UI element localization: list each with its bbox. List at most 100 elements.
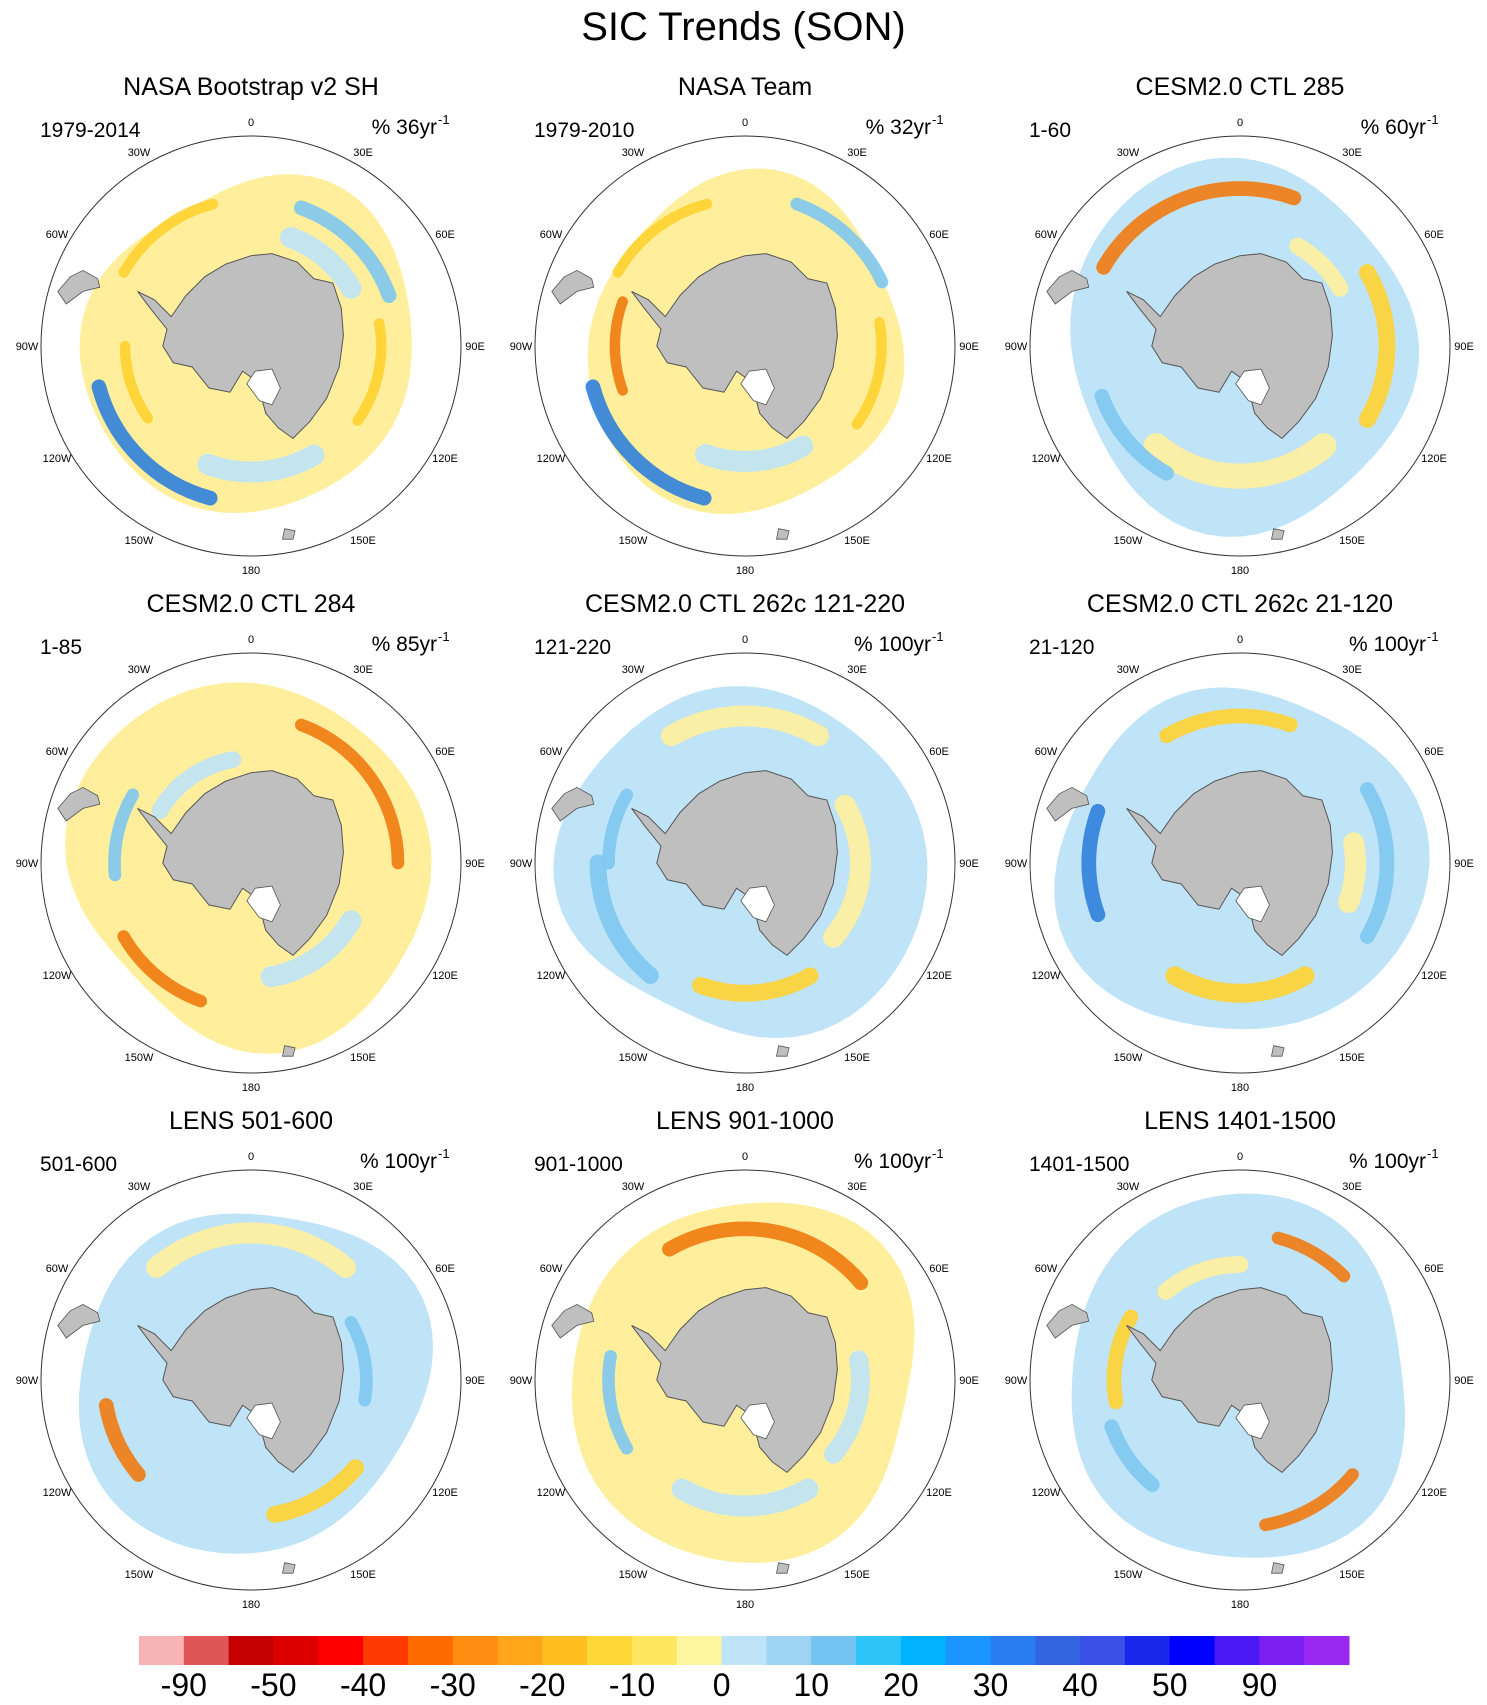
map-panel: 0 30E 60E 90E 120E 150E 180 150W 120W 90W 60W 30W CE…	[1005, 73, 1474, 577]
trend-band	[146, 1222, 356, 1278]
longitude-label: 180	[736, 565, 754, 577]
longitude-label: 90W	[510, 858, 533, 870]
panel-period: 1979-2010	[534, 119, 634, 142]
longitude-label: 30E	[847, 664, 867, 676]
longitude-label: 60E	[435, 1263, 455, 1275]
longitude-label: 180	[1231, 1082, 1249, 1094]
panel-title: NASA Team	[678, 73, 812, 101]
longitude-label: 120W	[537, 970, 566, 982]
colorbar-swatch	[1259, 1636, 1305, 1665]
panel-units: % 36yr	[372, 116, 437, 139]
trend-band	[91, 379, 218, 506]
panel-units-exponent: -1	[1427, 1146, 1439, 1161]
longitude-label: 60E	[1424, 746, 1444, 758]
trend-band	[280, 227, 362, 299]
colorbar-label: 20	[883, 1667, 919, 1703]
trend-band	[98, 1398, 146, 1482]
longitude-label: 150W	[619, 535, 648, 547]
colorbar-swatch	[587, 1636, 633, 1665]
trend-band	[1106, 1309, 1139, 1410]
south-america-land	[551, 786, 595, 822]
longitude-label: 180	[242, 565, 260, 577]
longitude-label: 120W	[43, 453, 72, 465]
longitude-label: 60E	[929, 746, 949, 758]
new-zealand-land	[1271, 1562, 1285, 1574]
panel-title: CESM2.0 CTL 284	[147, 590, 356, 618]
longitude-label: 90E	[1454, 1375, 1474, 1387]
south-america-land	[551, 1303, 595, 1339]
panel-title: CESM2.0 CTL 285	[1136, 73, 1345, 101]
trend-band	[609, 296, 628, 396]
longitude-label: 90W	[16, 1375, 39, 1387]
trend-band	[119, 340, 154, 424]
longitude-label: 0	[248, 634, 254, 646]
south-america-land	[57, 1303, 101, 1339]
antarctica-land	[631, 1287, 838, 1474]
longitude-label: 120E	[432, 453, 458, 465]
trend-band	[1359, 782, 1395, 944]
colorbar-label: 10	[793, 1667, 829, 1703]
longitude-label: 120W	[43, 1487, 72, 1499]
longitude-label: 0	[742, 634, 748, 646]
colorbar-swatch	[676, 1636, 723, 1665]
trend-band	[1094, 388, 1174, 481]
panel-units: % 100yr	[360, 1150, 437, 1173]
colorbar-swatch	[1214, 1636, 1260, 1665]
longitude-label: 120E	[432, 970, 458, 982]
map-boundary	[40, 135, 462, 557]
trend-band	[823, 794, 871, 948]
longitude-label: 120E	[926, 970, 952, 982]
longitude-label: 30W	[622, 664, 645, 676]
colorbar-label: 0	[713, 1667, 731, 1703]
longitude-label: 150E	[1339, 1569, 1365, 1581]
map-boundary	[534, 1169, 956, 1591]
trend-band	[585, 379, 712, 506]
longitude-label: 90E	[465, 858, 485, 870]
longitude-label: 90E	[1454, 858, 1474, 870]
trend-band	[117, 930, 207, 1008]
antarctica-land	[1126, 253, 1333, 440]
panel-units: % 100yr	[854, 1150, 931, 1173]
colorbar-swatch	[1035, 1636, 1081, 1665]
longitude-label: 150W	[1114, 1052, 1143, 1064]
longitude-label: 150E	[350, 535, 376, 547]
longitude-label: 30W	[128, 147, 151, 159]
colorbar-swatch	[497, 1636, 543, 1665]
longitude-label: 30E	[1342, 664, 1362, 676]
longitude-label: 60W	[46, 229, 69, 241]
antarctica-land	[137, 253, 344, 440]
longitude-label: 150W	[125, 535, 154, 547]
colorbar-swatch	[228, 1636, 274, 1665]
longitude-label: 120W	[537, 453, 566, 465]
panel-units: % 60yr	[1361, 116, 1426, 139]
panel-period: 1-60	[1029, 119, 1071, 142]
trend-band	[602, 1350, 634, 1455]
colorbar-label: -10	[609, 1667, 655, 1703]
colorbar-swatch	[990, 1636, 1036, 1665]
trend-band	[1157, 1256, 1249, 1300]
panel-title: LENS 501-600	[169, 1107, 333, 1135]
colorbar-swatch	[318, 1636, 364, 1665]
south-america-land	[551, 269, 595, 305]
longitude-label: 30E	[353, 664, 373, 676]
trend-band	[151, 751, 242, 819]
trend-band	[197, 444, 325, 483]
panel-period: 1979-2014	[40, 119, 141, 142]
trend-band	[295, 718, 405, 870]
longitude-label: 90E	[465, 341, 485, 353]
longitude-label: 150W	[1114, 1569, 1143, 1581]
colorbar-swatch	[542, 1636, 588, 1665]
longitude-label: 90W	[1005, 858, 1028, 870]
south-america-land	[57, 786, 101, 822]
colorbar-swatch	[1080, 1636, 1126, 1665]
longitude-label: 120E	[432, 1487, 458, 1499]
trend-band	[118, 198, 219, 278]
trend-band	[602, 788, 634, 870]
colorbar-label: -50	[250, 1667, 296, 1703]
longitude-label: 60W	[1035, 229, 1058, 241]
ross-ice-shelf	[740, 885, 775, 923]
new-zealand-land	[776, 528, 790, 540]
trend-band	[671, 1478, 819, 1517]
longitude-label: 180	[1231, 1599, 1249, 1611]
panel-units: % 85yr	[372, 633, 437, 656]
